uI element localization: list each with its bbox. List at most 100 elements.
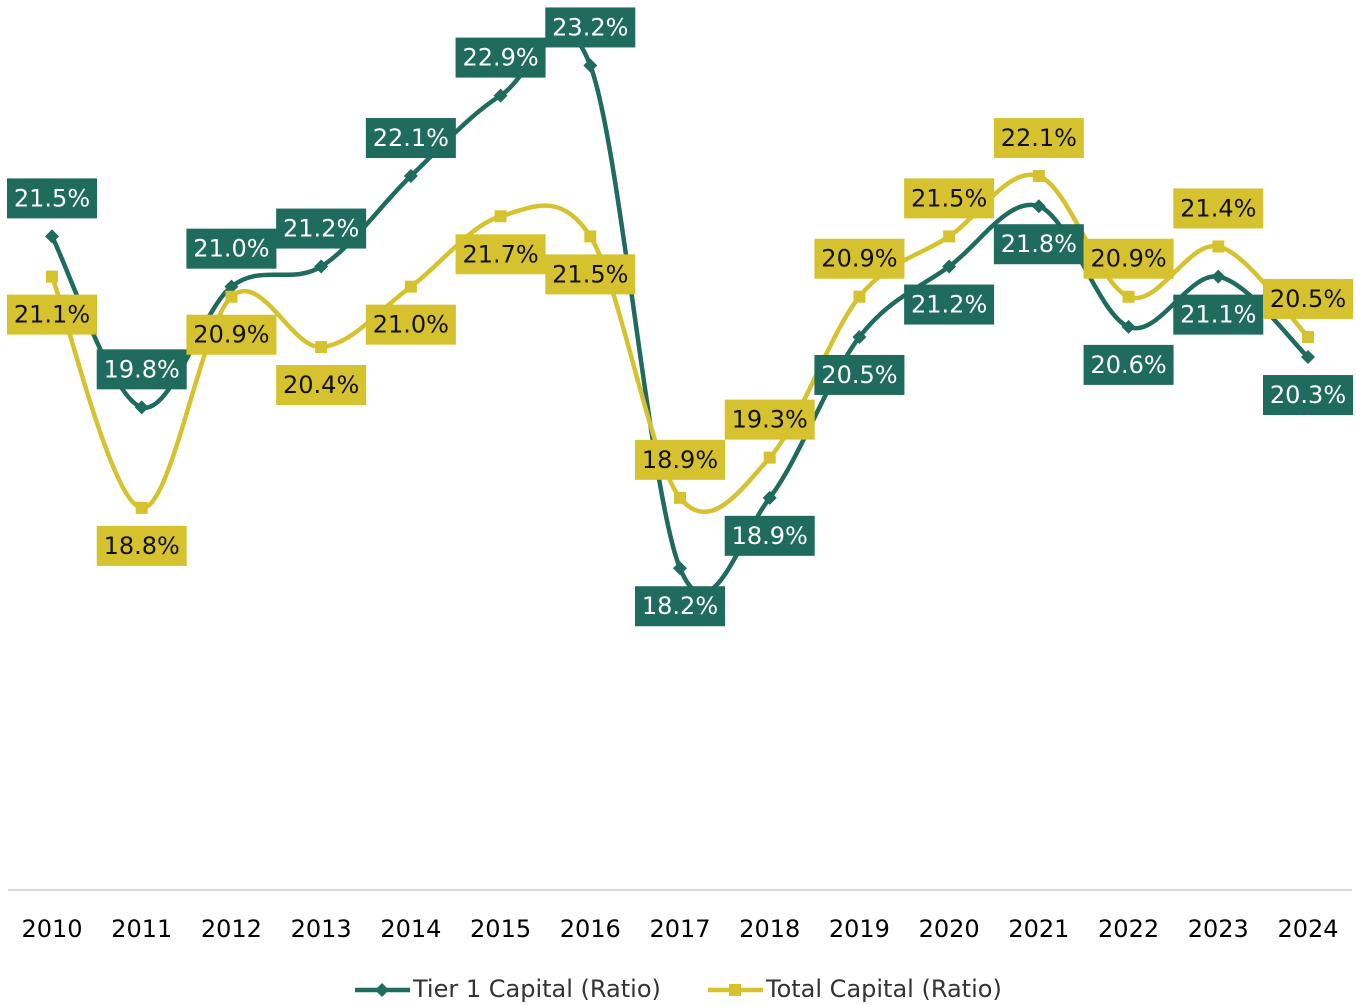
data-label-box: [993, 118, 1084, 159]
data-point: [494, 210, 507, 223]
data-point: [1121, 319, 1136, 334]
legend-marker: [729, 984, 741, 996]
x-tick-label: 2012: [201, 915, 262, 943]
data-label: 20.3%: [1270, 381, 1346, 409]
data-label: 21.1%: [14, 301, 90, 329]
data-label: 21.0%: [373, 311, 449, 339]
data-label-box: [1263, 278, 1353, 319]
data-label-box: [545, 7, 636, 48]
data-label-box: [1173, 294, 1264, 335]
data-label-box: [814, 238, 905, 279]
data-label: 21.5%: [911, 184, 987, 212]
data-point: [1032, 170, 1045, 183]
data-label-box: [186, 314, 277, 355]
data-label: 22.1%: [373, 124, 449, 152]
data-label-box: [814, 354, 905, 395]
data-label-box: [96, 525, 187, 566]
data-label: 18.8%: [104, 532, 180, 560]
data-label: 21.2%: [911, 291, 987, 319]
data-label-box: [993, 224, 1084, 265]
data-label-box: [904, 284, 995, 325]
data-label-box: [1083, 344, 1174, 385]
x-tick-label: 2022: [1098, 915, 1159, 943]
data-point: [1122, 290, 1135, 303]
data-label: 20.9%: [193, 321, 269, 349]
data-label: 20.6%: [1090, 351, 1166, 379]
x-tick-label: 2013: [291, 915, 352, 943]
data-point: [46, 270, 58, 283]
data-label: 20.4%: [283, 371, 359, 399]
data-point: [762, 490, 777, 505]
data-label: 20.9%: [821, 245, 897, 273]
data-point: [673, 561, 687, 576]
data-label: 21.0%: [193, 235, 269, 263]
data-point: [134, 400, 149, 415]
data-label-box: [186, 228, 277, 269]
series-line: [50, 31, 1310, 596]
data-point: [1302, 330, 1314, 343]
data-point: [224, 279, 239, 294]
data-point: [852, 329, 867, 344]
data-label-box: [455, 234, 546, 275]
data-point: [674, 491, 686, 504]
x-tick-label: 2018: [739, 915, 800, 943]
legend-label: Tier 1 Capital (Ratio): [412, 975, 661, 1003]
data-label-box: [545, 254, 636, 295]
data-point: [1031, 199, 1046, 214]
data-label-box: [365, 118, 456, 159]
data-point: [314, 259, 329, 274]
data-label: 18.9%: [642, 446, 718, 474]
data-label: 21.4%: [1180, 194, 1256, 222]
data-label: 20.5%: [821, 361, 897, 389]
data-label-box: [365, 304, 456, 345]
data-point: [583, 58, 598, 73]
data-label: 20.9%: [1090, 245, 1166, 273]
x-tick-label: 2024: [1277, 915, 1338, 943]
data-label: 20.5%: [1270, 285, 1346, 313]
data-point: [403, 169, 418, 184]
data-label-box: [1263, 375, 1353, 416]
data-label-box: [7, 294, 97, 335]
x-tick-label: 2010: [21, 915, 82, 943]
data-label-box: [635, 586, 725, 627]
data-label: 23.2%: [552, 13, 628, 41]
data-label: 22.1%: [1001, 124, 1077, 152]
data-label: 18.9%: [732, 522, 808, 550]
x-tick-label: 2016: [560, 915, 621, 943]
x-tick-label: 2021: [1008, 915, 1069, 943]
data-label-box: [1083, 238, 1174, 279]
data-label: 19.8%: [104, 355, 180, 383]
data-label-box: [96, 349, 187, 390]
x-tick-label: 2014: [380, 915, 441, 943]
x-tick-label: 2015: [470, 915, 531, 943]
data-point: [1211, 269, 1226, 284]
data-label-box: [276, 208, 367, 249]
data-point: [1212, 240, 1225, 253]
data-label: 21.1%: [1180, 301, 1256, 329]
legend-label: Total Capital (Ratio): [765, 975, 1002, 1003]
data-point: [763, 451, 776, 464]
data-point: [1301, 350, 1315, 365]
data-point: [404, 280, 417, 293]
data-label-box: [724, 515, 815, 556]
data-label: 19.3%: [732, 406, 808, 434]
data-point: [225, 290, 238, 303]
data-label: 21.2%: [283, 215, 359, 243]
data-label-box: [1173, 188, 1264, 229]
x-tick-label: 2019: [829, 915, 890, 943]
x-tick-label: 2011: [111, 915, 172, 943]
data-label-box: [7, 178, 97, 219]
x-tick-label: 2020: [919, 915, 980, 943]
data-label-box: [455, 37, 546, 78]
data-point: [493, 88, 508, 103]
data-label: 21.7%: [462, 240, 538, 268]
data-label: 21.5%: [14, 184, 90, 212]
data-label: 18.2%: [642, 592, 718, 620]
data-point: [315, 341, 328, 353]
data-point: [45, 229, 59, 244]
data-label-box: [904, 178, 995, 219]
data-label-box: [724, 399, 815, 440]
legend-marker: [375, 983, 389, 997]
data-point: [942, 259, 957, 274]
